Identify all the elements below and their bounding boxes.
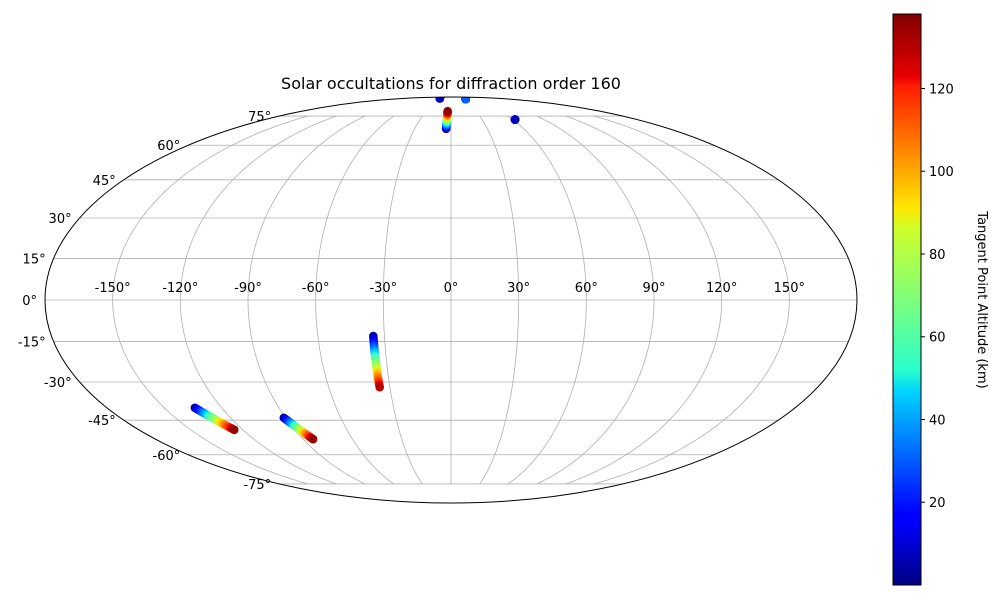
longitude-tick-label: 150° (774, 281, 805, 296)
meridian-line (594, 115, 790, 485)
latitude-tick-label: -75° (243, 478, 271, 493)
longitude-tick-labels: -150° -120° -90° -60° -30° 0° 30° 60° 90° 120° 150… (95, 281, 805, 296)
meridian-line (315, 115, 394, 485)
meridian-line (536, 115, 655, 485)
meridian-line (112, 115, 308, 485)
map-grid (45, 115, 857, 485)
colorbar-tick-label: 100 (929, 165, 954, 180)
occultation-point (229, 425, 239, 435)
latitude-tick-label: 0° (22, 294, 37, 309)
longitude-tick-label: 90° (642, 281, 665, 296)
latitude-tick-labels: -75° -60° -45° -30° -15° 0° 15° 30° 45° 60° 75° (18, 110, 271, 493)
latitude-tick-label: 30° (49, 212, 72, 227)
longitude-tick-label: 120° (706, 281, 737, 296)
longitude-tick-label: -120° (162, 281, 198, 296)
longitude-tick-label: -60° (302, 281, 330, 296)
latitude-tick-label: -60° (153, 449, 181, 464)
occultation-point (375, 382, 385, 392)
latitude-tick-label: -15° (18, 336, 46, 351)
occultation-point (443, 106, 452, 116)
occultation-point (461, 97, 470, 104)
data-points (190, 97, 520, 444)
colorbar-label: Tangent Point Altitude (km) (974, 210, 989, 388)
meridian-line (179, 115, 337, 485)
colorbar-ticks: 20 40 60 80 100 120 (921, 82, 954, 511)
longitude-tick-label: -90° (234, 281, 262, 296)
occultation-point (510, 115, 520, 124)
latitude-tick-label: -45° (88, 414, 116, 429)
longitude-tick-label: -150° (95, 281, 131, 296)
colorbar-gradient (892, 13, 922, 586)
longitude-tick-label: 60° (575, 281, 598, 296)
colorbar-tick-label: 120 (929, 82, 954, 97)
colorbar: 20 40 60 80 100 120 Tangent Point Altitude (k… (892, 13, 989, 586)
meridian-line (382, 115, 423, 485)
latitude-tick-label: 15° (23, 252, 46, 267)
longitude-tick-label: 30° (507, 281, 530, 296)
latitude-tick-label: -30° (44, 376, 72, 391)
longitude-tick-label: 0° (444, 281, 459, 296)
chart-title: Solar occultations for diffraction order… (281, 74, 621, 93)
longitude-tick-label: -30° (369, 281, 397, 296)
colorbar-tick-label: 40 (929, 413, 946, 428)
colorbar-tick-label: 60 (929, 331, 946, 346)
map-boundary (44, 96, 858, 504)
meridian-line (565, 115, 723, 485)
occultation-point (308, 434, 318, 444)
meridian-line (479, 115, 520, 485)
meridian-line (508, 115, 587, 485)
occultation-point (435, 97, 445, 103)
latitude-tick-label: 75° (248, 110, 271, 125)
latitude-tick-label: 45° (93, 174, 116, 189)
colorbar-tick-label: 80 (929, 248, 946, 263)
colorbar-tick-label: 20 (929, 496, 946, 511)
latitude-tick-label: 60° (157, 139, 180, 154)
